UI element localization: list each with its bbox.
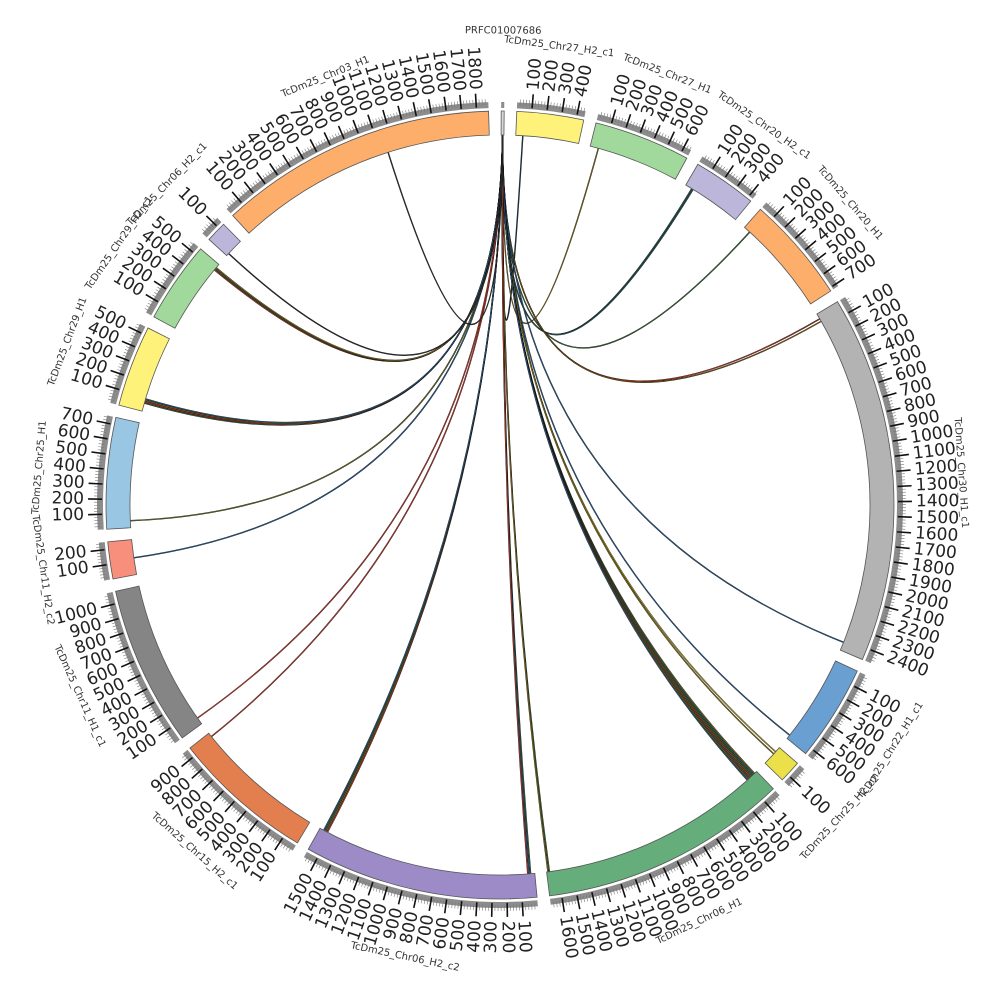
segment-prfc01007686 bbox=[501, 111, 504, 135]
link-outline bbox=[502, 135, 754, 773]
link-outline bbox=[502, 135, 773, 754]
link-12 bbox=[502, 135, 753, 774]
links-layer bbox=[130, 135, 843, 874]
link-outline bbox=[326, 135, 502, 832]
link-7 bbox=[503, 135, 844, 642]
link-outline bbox=[324, 135, 503, 830]
link-21 bbox=[502, 135, 530, 874]
link-outline bbox=[502, 135, 775, 752]
link-outline bbox=[216, 135, 502, 360]
link-25 bbox=[326, 135, 502, 832]
segment-label-prfc01007686: PRFC01007686 bbox=[465, 25, 542, 37]
link-outline bbox=[214, 135, 502, 361]
link-26 bbox=[325, 135, 503, 831]
segment-tcdm25-chr25-h1 bbox=[106, 417, 139, 529]
major-tick bbox=[89, 483, 103, 484]
segment-tcdm25-chr11-h2-c2 bbox=[108, 540, 137, 579]
link-outline bbox=[325, 135, 503, 831]
link-outline bbox=[502, 135, 530, 874]
link-outline bbox=[502, 135, 752, 775]
link-37 bbox=[215, 135, 502, 361]
segment-label-tcdm25-chr27-h2-c1: TcDm25_Chr27_H2_c1 bbox=[502, 34, 614, 59]
segment-tcdm25-chr27-h2-c1 bbox=[516, 111, 584, 143]
segment-tcdm25-chr06-h2-c2 bbox=[308, 828, 537, 899]
link-39 bbox=[229, 135, 503, 355]
major-tick bbox=[476, 94, 477, 108]
link-outline bbox=[215, 135, 502, 361]
tick-label: 100 bbox=[797, 782, 834, 819]
tick-label: 100 bbox=[173, 183, 210, 220]
tick-label: 200 bbox=[53, 542, 87, 566]
link-18 bbox=[502, 135, 747, 780]
major-tick bbox=[532, 94, 533, 108]
link-outline bbox=[502, 135, 753, 774]
link-13 bbox=[502, 135, 752, 775]
segment-label-tcdm25-chr25-h1: TcDm25_Chr25_H1 bbox=[30, 420, 49, 516]
link-16 bbox=[502, 135, 749, 778]
major-tick bbox=[897, 532, 911, 533]
tick-label: 1800 bbox=[463, 46, 486, 90]
link-outline bbox=[502, 135, 750, 777]
link-27 bbox=[324, 135, 503, 830]
link-outline bbox=[502, 135, 748, 779]
major-tick bbox=[476, 902, 477, 916]
link-outline bbox=[502, 135, 751, 776]
segment-tcdm25-chr30-h1-c1 bbox=[817, 302, 894, 660]
link-14 bbox=[502, 135, 751, 776]
major-tick bbox=[522, 902, 523, 916]
link-17 bbox=[502, 135, 748, 779]
link-9 bbox=[502, 135, 775, 752]
link-outline bbox=[229, 135, 503, 355]
link-38 bbox=[216, 135, 502, 360]
major-tick bbox=[898, 486, 912, 487]
link-10 bbox=[502, 135, 773, 754]
link-11 bbox=[502, 135, 754, 773]
link-outline bbox=[502, 135, 747, 780]
link-36 bbox=[214, 135, 502, 361]
link-15 bbox=[502, 135, 750, 777]
segment-label-tcdm25-chr11-h2-c2: TcDm25_Chr11_H2_c2 bbox=[29, 513, 56, 625]
link-outline bbox=[502, 135, 749, 778]
